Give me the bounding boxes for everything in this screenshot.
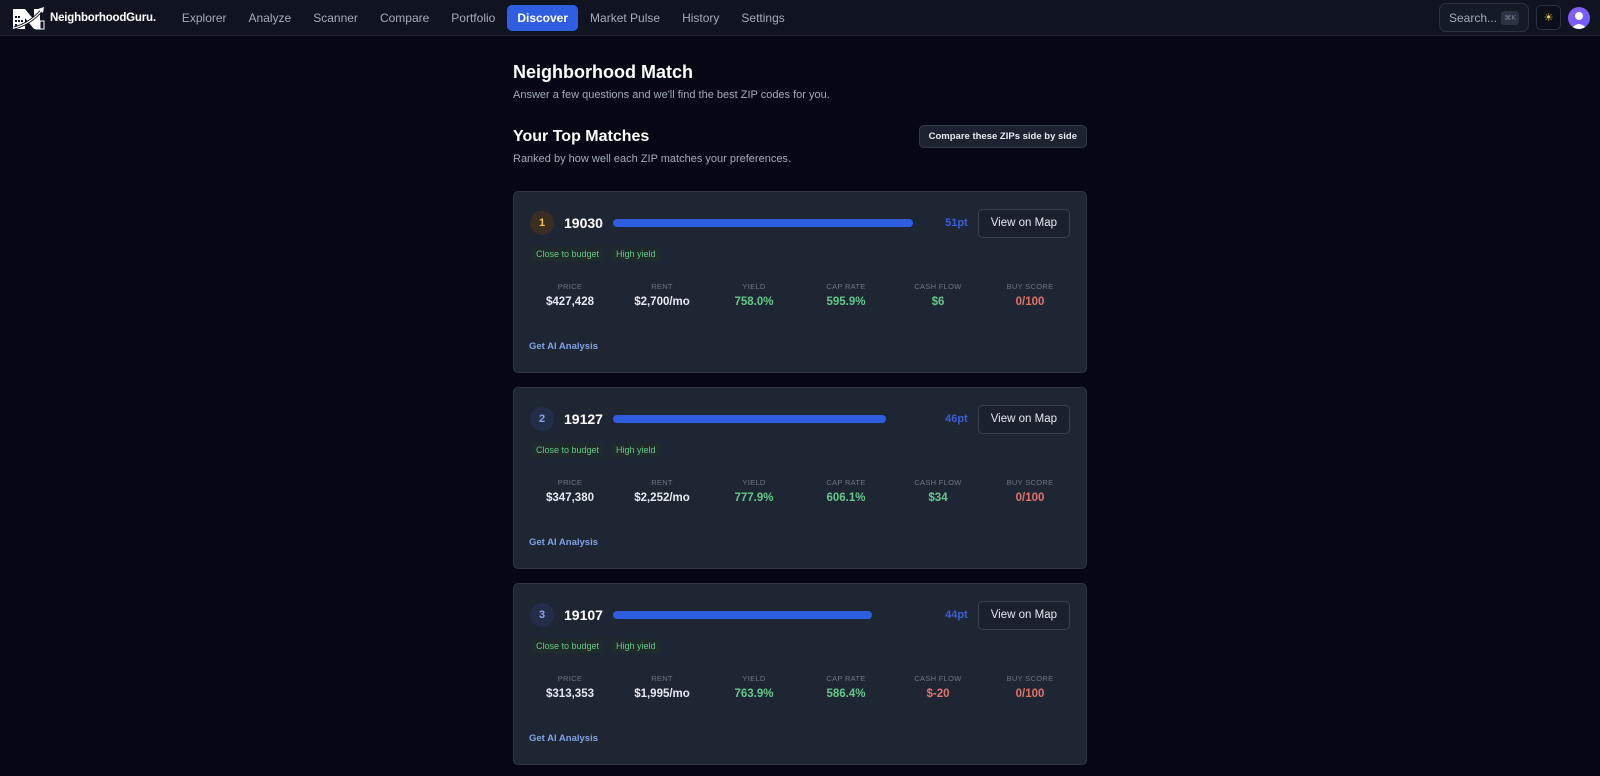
zip-code: 19127 xyxy=(564,411,603,427)
metric-buy-score: BUY SCORE 0/100 xyxy=(1006,282,1054,308)
theme-toggle-button[interactable]: ☀ xyxy=(1536,5,1561,30)
match-score-bar xyxy=(612,611,872,619)
search-input[interactable]: Search... ⌘K xyxy=(1439,3,1529,32)
nav-explorer[interactable]: Explorer xyxy=(181,10,227,25)
metric-buy-score: BUY SCORE 0/100 xyxy=(1006,674,1054,700)
zip-code: 19107 xyxy=(564,607,603,623)
metric-cash-flow: CASH FLOW $34 xyxy=(914,478,962,504)
nav-analyze[interactable]: Analyze xyxy=(248,10,292,25)
matches-title: Your Top Matches xyxy=(513,128,650,145)
rank-badge: 3 xyxy=(530,603,554,627)
match-card-1: 1 19030 51pt View on Map Close to budget… xyxy=(513,191,1087,373)
match-score: 46pt xyxy=(945,413,968,425)
page-title: Neighborhood Match xyxy=(513,62,693,82)
match-score-bar xyxy=(612,415,886,423)
metrics-row: PRICE $347,380 RENT $2,252/mo YIELD 777.9% … xyxy=(524,478,1076,504)
header-tools: Search... ⌘K ☀ xyxy=(1439,3,1590,32)
metrics-row: PRICE $313,353 RENT $1,995/mo YIELD 763.9% … xyxy=(524,674,1076,700)
metric-rent: RENT $2,252/mo xyxy=(634,478,690,504)
main-nav: Explorer Analyze Scanner Compare Portfol… xyxy=(172,4,795,31)
view-on-map-button[interactable]: View on Map xyxy=(977,600,1070,630)
brand-name: NeighborhoodGuru. xyxy=(50,11,156,24)
tag-close-to-budget: Close to budget xyxy=(532,247,604,261)
search-placeholder: Search... xyxy=(1449,10,1498,25)
matches-subtitle: Ranked by how well each ZIP matches your… xyxy=(513,153,791,165)
match-card-2: 2 19127 46pt View on Map Close to budget… xyxy=(513,387,1087,569)
brand-logo[interactable]: NeighborhoodGuru. xyxy=(12,6,156,30)
nav-portfolio[interactable]: Portfolio xyxy=(451,10,496,25)
match-score-bar xyxy=(612,219,913,227)
metric-yield: YIELD 777.9% xyxy=(734,478,774,504)
metric-price: PRICE $427,428 xyxy=(546,282,594,308)
user-icon xyxy=(1571,11,1587,29)
metric-cash-flow: CASH FLOW $6 xyxy=(914,282,962,308)
compare-zips-button[interactable]: Compare these ZIPs side by side xyxy=(918,125,1087,148)
tag-high-yield: High yield xyxy=(612,639,660,653)
top-nav-bar: NeighborhoodGuru. Explorer Analyze Scann… xyxy=(0,0,1600,36)
view-on-map-button[interactable]: View on Map xyxy=(977,208,1070,238)
rank-badge: 1 xyxy=(530,211,554,235)
metric-price: PRICE $313,353 xyxy=(546,674,594,700)
rank-badge: 2 xyxy=(530,407,554,431)
match-card-3: 3 19107 44pt View on Map Close to budget… xyxy=(513,583,1087,765)
matches-header: Your Top Matches Ranked by how well each… xyxy=(513,125,1087,165)
tag-high-yield: High yield xyxy=(612,247,660,261)
metric-rent: RENT $1,995/mo xyxy=(634,674,690,700)
get-ai-analysis-link[interactable]: Get AI Analysis xyxy=(529,733,598,744)
sun-icon: ☀ xyxy=(1543,12,1554,24)
main-content: Neighborhood Match Answer a few question… xyxy=(513,62,1087,765)
get-ai-analysis-link[interactable]: Get AI Analysis xyxy=(529,341,598,352)
nav-market-pulse[interactable]: Market Pulse xyxy=(590,10,661,25)
nav-history[interactable]: History xyxy=(682,10,720,25)
tag-list: Close to budget High yield xyxy=(532,247,660,261)
metric-yield: YIELD 763.9% xyxy=(734,674,774,700)
metric-rent: RENT $2,700/mo xyxy=(634,282,690,308)
metric-cap-rate: CAP RATE 606.1% xyxy=(826,478,866,504)
metric-cash-flow: CASH FLOW $-20 xyxy=(914,674,962,700)
match-score-fill xyxy=(612,415,886,423)
nav-settings[interactable]: Settings xyxy=(741,10,785,25)
match-score-fill xyxy=(612,219,913,227)
page-subtitle: Answer a few questions and we'll find th… xyxy=(513,89,830,101)
tag-close-to-budget: Close to budget xyxy=(532,639,604,653)
metric-yield: YIELD 758.0% xyxy=(734,282,774,308)
tag-high-yield: High yield xyxy=(612,443,660,457)
tag-list: Close to budget High yield xyxy=(532,639,660,653)
match-score: 51pt xyxy=(945,217,968,229)
get-ai-analysis-link[interactable]: Get AI Analysis xyxy=(529,537,598,548)
metrics-row: PRICE $427,428 RENT $2,700/mo YIELD 758.0% … xyxy=(524,282,1076,308)
tag-list: Close to budget High yield xyxy=(532,443,660,457)
nav-discover[interactable]: Discover xyxy=(507,4,579,31)
logo-icon xyxy=(13,6,45,29)
nav-compare[interactable]: Compare xyxy=(379,10,430,25)
metric-price: PRICE $347,380 xyxy=(546,478,594,504)
nav-scanner[interactable]: Scanner xyxy=(313,10,358,25)
shortcut-hint: ⌘K xyxy=(1501,10,1519,25)
metric-buy-score: BUY SCORE 0/100 xyxy=(1006,478,1054,504)
match-score-fill xyxy=(612,611,872,619)
zip-code: 19030 xyxy=(564,215,603,231)
metric-cap-rate: CAP RATE 586.4% xyxy=(826,674,866,700)
match-score: 44pt xyxy=(945,609,968,621)
tag-close-to-budget: Close to budget xyxy=(532,443,604,457)
metric-cap-rate: CAP RATE 595.9% xyxy=(826,282,866,308)
user-avatar[interactable] xyxy=(1568,6,1590,29)
view-on-map-button[interactable]: View on Map xyxy=(977,404,1070,434)
